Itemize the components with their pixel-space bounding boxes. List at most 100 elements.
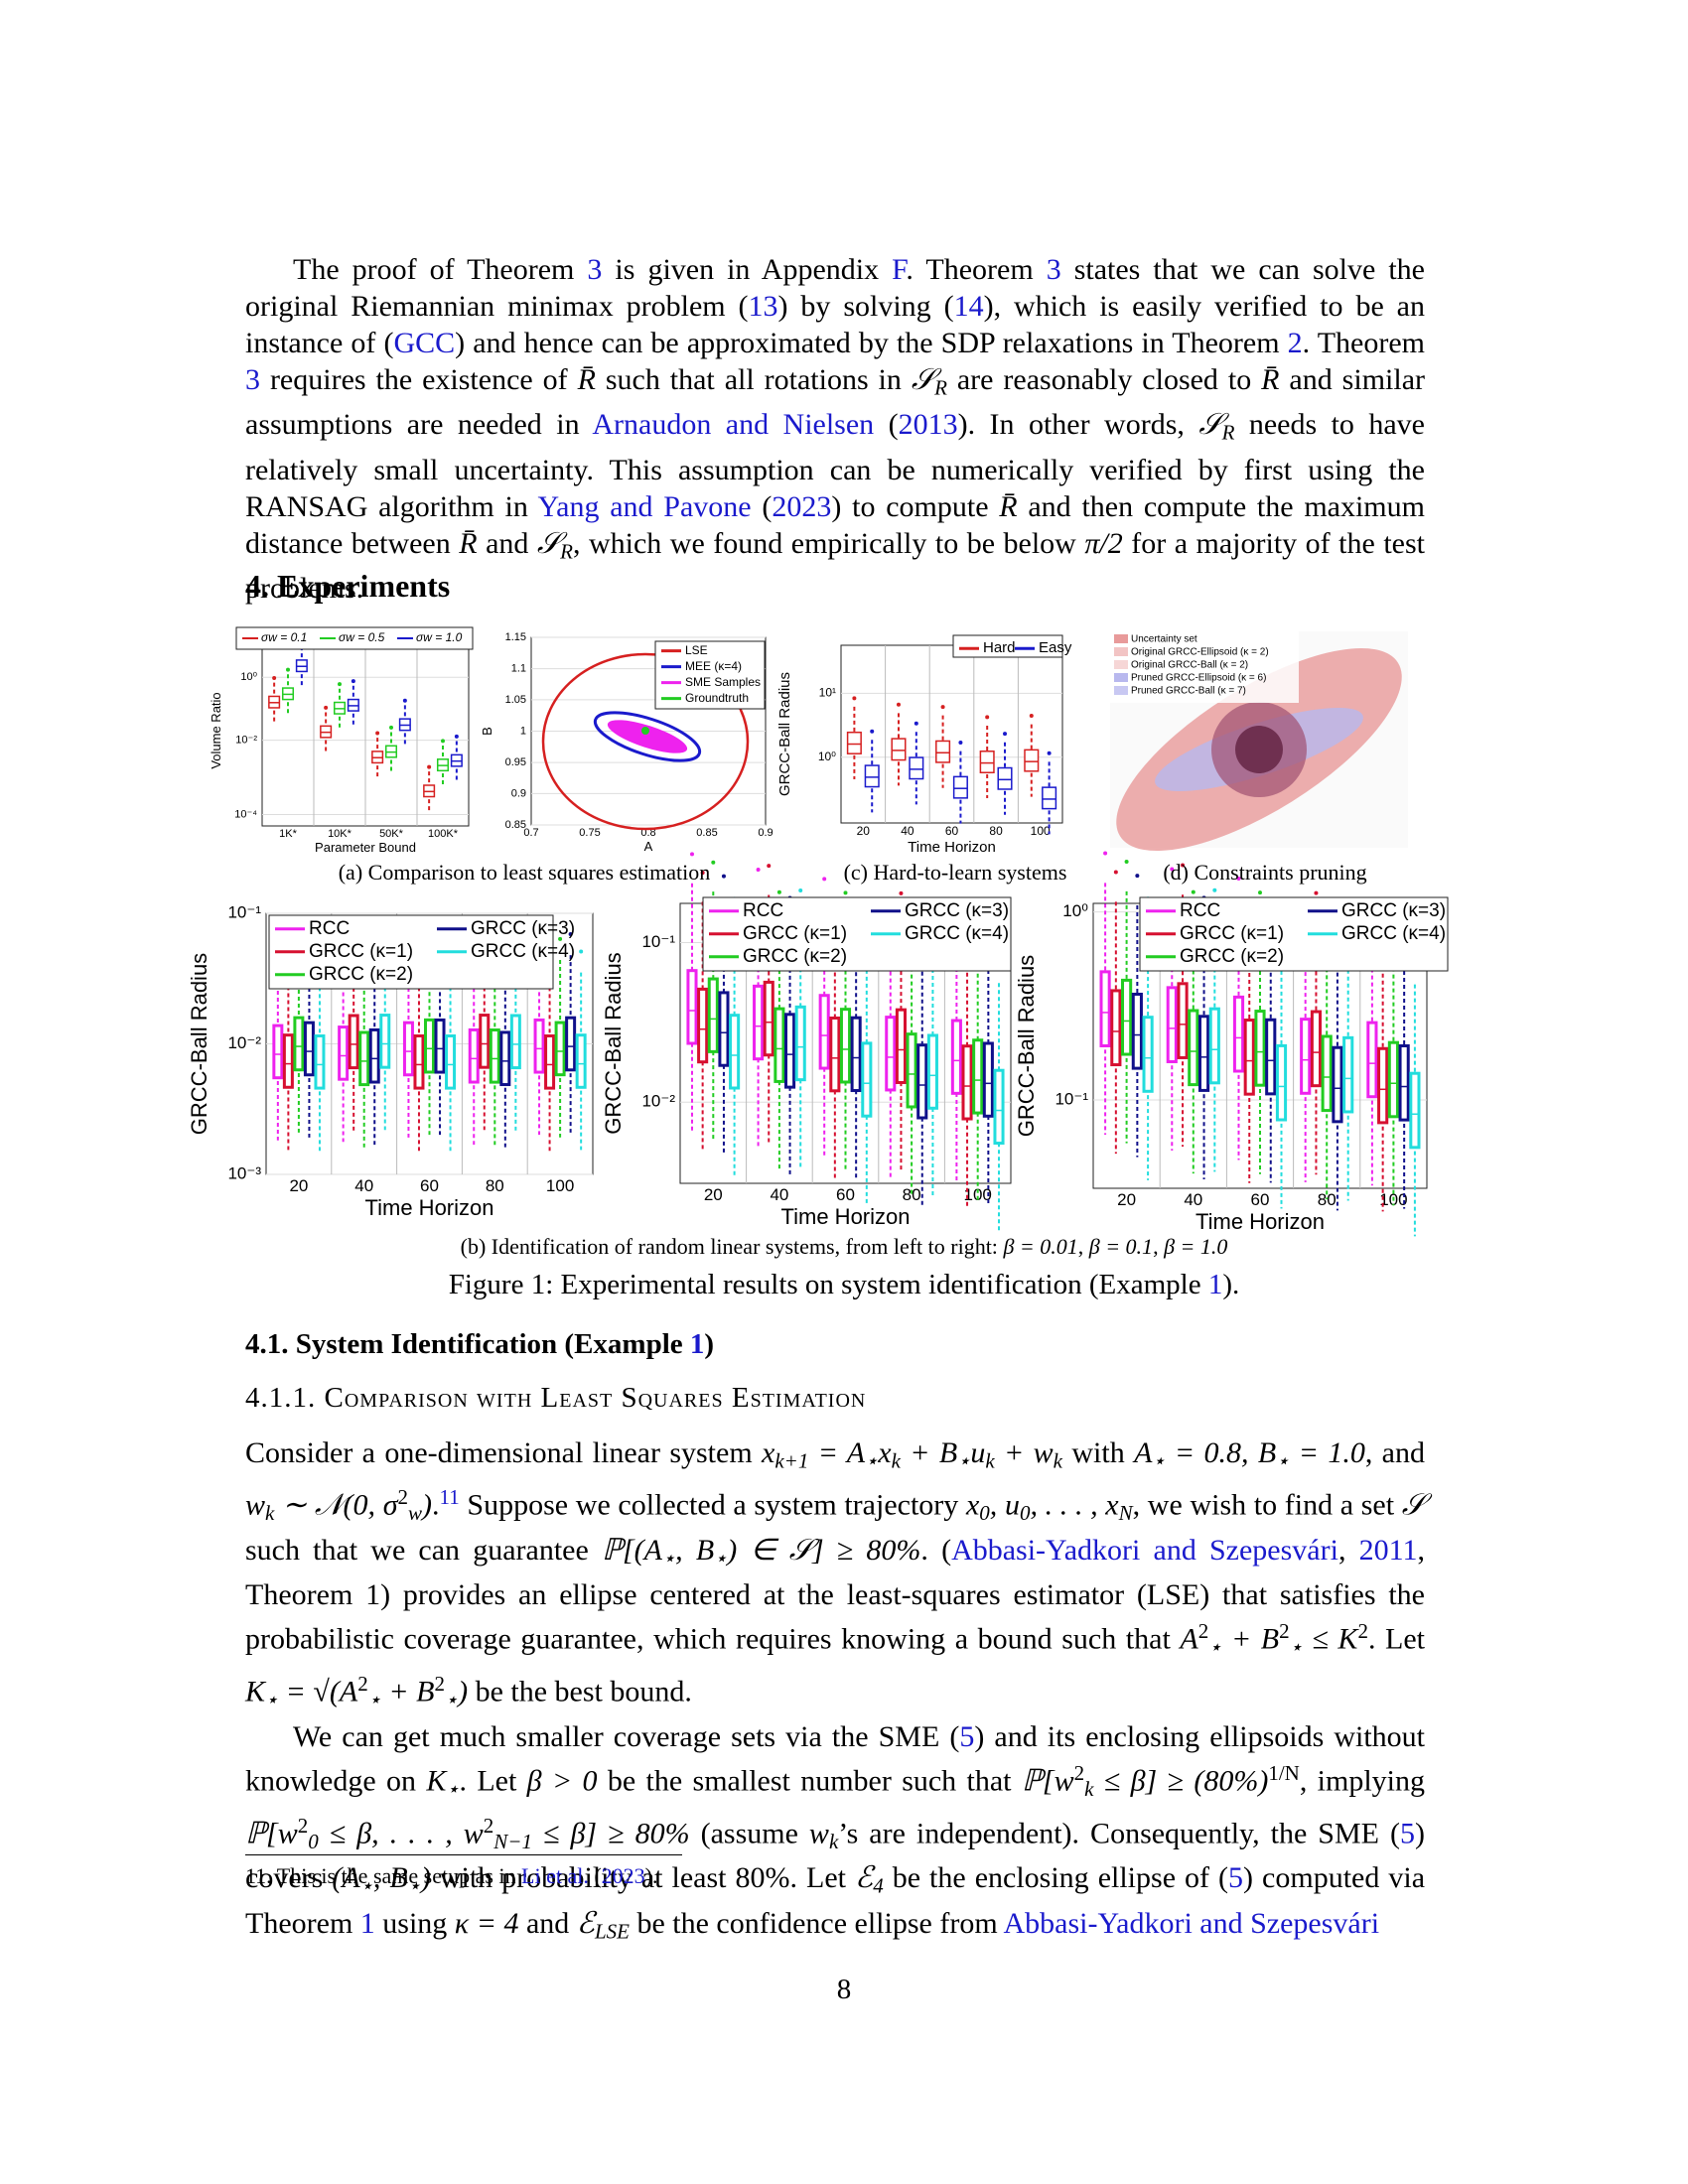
box-glyph — [818, 994, 830, 1070]
link[interactable]: Arnaudon and Nielsen — [592, 408, 875, 442]
text-run: for a majority of the test problems. — [245, 526, 1425, 605]
link[interactable]: F — [892, 253, 907, 286]
link[interactable]: 5 — [1399, 1817, 1415, 1849]
link[interactable]: 2023 — [772, 489, 832, 523]
math-run: Comparison with Least Squares Estimation — [324, 1382, 867, 1414]
y-axis-label: GRCC-Ball Radius — [1014, 955, 1039, 1137]
outlier — [896, 702, 901, 707]
box-glyph — [895, 1008, 907, 1084]
math-run: 2 — [1357, 1619, 1368, 1644]
legend-label: GRCC (κ=1) — [1180, 923, 1284, 944]
box-glyph — [1398, 1043, 1410, 1122]
math-run: ⋆ — [1152, 1448, 1166, 1473]
box-glyph — [774, 1007, 785, 1083]
link[interactable]: 3 — [587, 253, 603, 286]
link[interactable]: 14 — [953, 290, 984, 323]
math-run: ≤ β, . . . , w — [318, 1817, 484, 1849]
y-tick-label: 10⁻² — [641, 1092, 675, 1111]
legend-label: GRCC (κ=1) — [309, 941, 413, 962]
math-run: 4 — [873, 1873, 884, 1898]
box-glyph — [303, 1021, 315, 1077]
math-run: 1/N — [1268, 1760, 1300, 1785]
text-run: , — [1077, 1234, 1089, 1259]
y-axis-label: GRCC-Ball Radius — [776, 672, 793, 796]
math-run: ⋆ — [446, 1776, 460, 1801]
link[interactable]: GCC — [393, 327, 456, 359]
math-run: k — [985, 1448, 995, 1473]
text-run: , we wish to find a set — [1132, 1488, 1402, 1522]
text-run: 4.1. System Identification (Example — [245, 1328, 690, 1360]
legend-label: GRCC (κ=2) — [1180, 946, 1284, 967]
link[interactable]: 2011 — [1358, 1534, 1418, 1567]
text-run: ’s are independent). Consequently, the S… — [838, 1817, 1400, 1849]
link[interactable]: 13 — [748, 290, 778, 323]
link[interactable]: 1 — [1207, 1269, 1223, 1300]
legend-swatch — [1114, 647, 1128, 656]
text-run: and — [518, 1906, 577, 1940]
x-tick-label: 10K* — [328, 828, 352, 840]
link[interactable]: Yang and Pavone — [537, 489, 752, 523]
link[interactable]: 2 — [1287, 327, 1303, 359]
outlier — [1029, 713, 1034, 718]
x-tick-label: 50K* — [379, 828, 404, 840]
text-run: with — [1062, 1436, 1135, 1469]
text-run: ( — [874, 408, 899, 442]
footnote: 11. This is the same setup as in Li et a… — [245, 1863, 658, 1889]
pruned-ball — [1235, 726, 1283, 773]
text-run: 4.1.1. — [245, 1382, 325, 1414]
outlier — [338, 682, 342, 687]
outlier — [1212, 887, 1217, 892]
math-run: + B — [900, 1436, 958, 1469]
math-run: + w — [994, 1436, 1054, 1469]
math-run: 2 — [397, 1485, 409, 1510]
link[interactable]: 11 — [439, 1485, 460, 1510]
y-axis-label: B — [480, 727, 494, 736]
box-glyph — [729, 1014, 741, 1090]
box-glyph — [533, 1018, 545, 1074]
link[interactable]: 5 — [959, 1719, 975, 1753]
text-run: ) to compute — [831, 489, 1000, 523]
box-glyph — [509, 1014, 521, 1070]
text-run: . Theorem — [1302, 327, 1426, 359]
math-run: k — [828, 1829, 839, 1853]
math-run: k — [1084, 1776, 1094, 1801]
link[interactable]: Li et al. — [521, 1863, 589, 1888]
link[interactable]: Abbasi-Yadkori and Szepesvári — [951, 1534, 1338, 1567]
box-glyph — [1177, 982, 1189, 1059]
y-tick-label: 1.05 — [505, 694, 526, 706]
link[interactable]: Abbasi-Yadkori and Szepesvári — [1003, 1906, 1380, 1940]
x-tick-label: 100 — [964, 1185, 992, 1204]
legend-box — [1110, 631, 1299, 703]
link[interactable]: 1 — [689, 1328, 705, 1360]
legend-label: Original GRCC-Ball (κ = 2) — [1131, 660, 1248, 671]
link[interactable]: 2013 — [898, 408, 958, 442]
box-glyph — [926, 1033, 938, 1110]
box-glyph — [293, 1016, 305, 1072]
box-glyph — [916, 1043, 928, 1120]
link[interactable]: 5 — [1228, 1861, 1244, 1895]
page-number: 8 — [836, 1974, 852, 2005]
box-glyph — [338, 1025, 350, 1081]
link[interactable]: 1 — [359, 1906, 375, 1940]
text-run: ). — [644, 1863, 658, 1888]
outlier — [441, 739, 445, 744]
outlier — [1181, 863, 1186, 868]
y-tick-label: 10⁻¹ — [641, 932, 675, 951]
link[interactable]: 2023 — [601, 1863, 645, 1888]
subsection-heading: 4.1. System Identification (Example 1) — [245, 1328, 714, 1361]
box-glyph — [1310, 1010, 1323, 1088]
link[interactable]: 3 — [1046, 253, 1061, 286]
link[interactable]: 3 — [245, 363, 260, 396]
text-run: ) — [704, 1328, 715, 1360]
text-run: , Theorem 1) provides an ellipse centere… — [245, 1534, 1425, 1656]
math-run: β = 0.1 — [1088, 1234, 1154, 1259]
y-tick-label: 10⁻⁴ — [234, 808, 257, 820]
legend-label: GRCC (κ=2) — [743, 946, 847, 967]
math-run: 𝒮 — [536, 526, 561, 560]
box-glyph — [753, 984, 765, 1061]
box-glyph — [891, 738, 907, 761]
math-run: 2 — [434, 1672, 445, 1696]
text-run: (b) Identification of random linear syst… — [460, 1234, 1004, 1259]
box-glyph — [402, 1021, 414, 1077]
box-glyph — [718, 991, 730, 1067]
